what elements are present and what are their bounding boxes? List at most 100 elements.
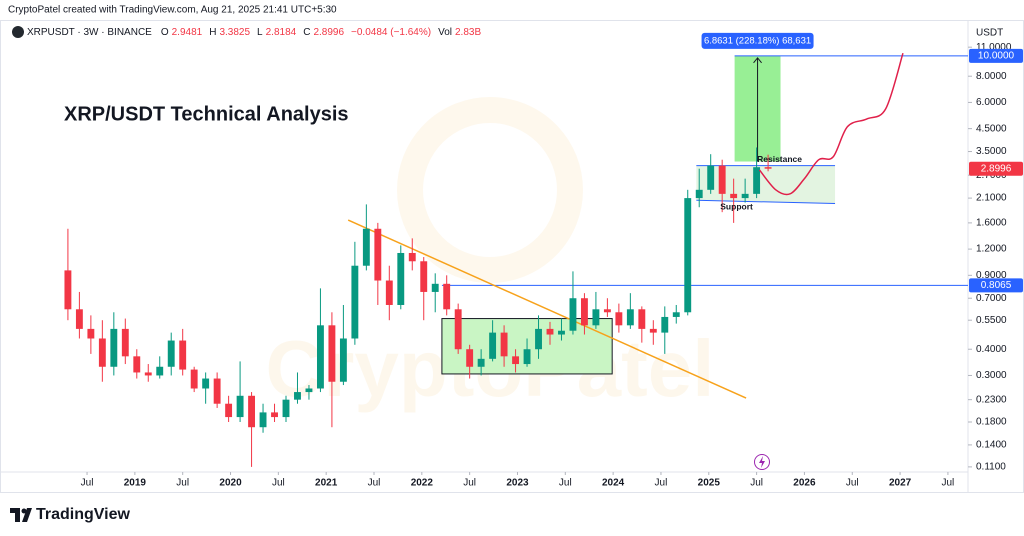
y-unit: USDT	[976, 28, 1003, 39]
x-tick-label: 2020	[219, 478, 242, 489]
y-tick-label: 2.1000	[976, 193, 1007, 204]
measure-label: 6.8631 (228.18%) 68,631	[704, 35, 811, 46]
chart-title: XRP/USDT Technical Analysis	[64, 103, 349, 125]
candle-body	[133, 356, 141, 373]
price-label-box	[969, 48, 1023, 63]
candle-body	[351, 265, 359, 339]
candle-body	[741, 193, 749, 199]
candle-body	[121, 328, 129, 357]
volume: 2.83B	[455, 26, 482, 38]
low-value: 2.8184	[265, 26, 297, 38]
candle-body	[558, 330, 565, 335]
projection-path	[758, 52, 904, 196]
candle-body	[443, 283, 451, 310]
x-tick-label: Jul	[81, 478, 94, 489]
candle-body	[374, 228, 382, 281]
brand-name: TradingView	[36, 506, 131, 523]
x-tick-label: Jul	[942, 478, 955, 489]
candle-body	[87, 328, 95, 339]
candle-body	[672, 312, 680, 317]
y-tick-label: 0.3000	[976, 370, 1007, 381]
candle-body	[684, 198, 692, 313]
y-tick-label: 1.6000	[976, 218, 1007, 229]
candle-body	[512, 356, 520, 365]
y-tick-label: 0.1400	[976, 440, 1007, 451]
current-price-box	[969, 161, 1023, 176]
candle-body	[649, 328, 657, 333]
y-tick-label: 3.5000	[976, 146, 1007, 157]
support-line	[696, 199, 836, 204]
candle-body	[225, 403, 233, 418]
candle-body	[213, 378, 221, 404]
candle-body	[477, 358, 485, 367]
candle-body	[397, 252, 405, 305]
candle-body	[615, 312, 623, 326]
candle-body	[271, 412, 278, 418]
volume-label: Vol	[438, 26, 452, 38]
candle-body	[695, 189, 703, 199]
candle-body	[236, 395, 244, 418]
y-tick-label: 6.0000	[976, 97, 1007, 108]
candle-body	[580, 298, 588, 326]
price-label-box	[969, 278, 1023, 293]
candle-body	[569, 298, 577, 331]
candle-body	[420, 261, 428, 292]
candle-body	[764, 167, 772, 169]
candle-body	[638, 309, 646, 329]
brand-logo	[10, 508, 32, 522]
candle-body	[753, 167, 761, 194]
x-tick-label: Jul	[176, 478, 189, 489]
candle-body	[500, 332, 508, 357]
candle-body	[707, 165, 715, 190]
current-price-label: 2.8996	[981, 163, 1012, 174]
y-tick-label: 0.4000	[976, 344, 1007, 355]
candle-body	[64, 270, 72, 310]
support-resistance-zone	[696, 165, 836, 204]
y-tick-label: 0.5500	[976, 315, 1007, 326]
top-note: CryptoPatel created with TradingView.com…	[8, 5, 337, 16]
candle-body	[259, 412, 267, 428]
candle-body	[362, 228, 370, 266]
trendline	[347, 219, 747, 399]
x-tick-label: Jul	[368, 478, 381, 489]
candle-body	[98, 338, 106, 367]
candle-body	[592, 309, 600, 326]
x-tick-label: 2019	[124, 478, 147, 489]
candle-body	[75, 309, 83, 329]
candle-body	[110, 328, 118, 367]
symbol-icon	[12, 26, 24, 38]
candle-body	[156, 366, 164, 376]
price-label: 0.8065	[981, 280, 1012, 291]
y-tick-label: 0.9000	[976, 270, 1007, 281]
x-tick-label: Jul	[655, 478, 668, 489]
x-tick-label: Jul	[272, 478, 285, 489]
candle-body	[535, 328, 542, 350]
x-tick-label: Jul	[463, 478, 476, 489]
candle-body	[282, 399, 290, 418]
candle-body	[431, 283, 439, 292]
candle-body	[489, 332, 497, 359]
close-label: C	[303, 26, 311, 38]
x-tick-label: 2025	[698, 478, 721, 489]
candle-body	[316, 325, 324, 389]
x-tick-label: 2021	[315, 478, 338, 489]
candle-body	[167, 340, 175, 367]
candle-body	[603, 309, 611, 313]
candle-body	[730, 193, 738, 199]
change: −0.0484 (−1.64%)	[351, 26, 432, 38]
y-tick-label: 0.1100	[976, 462, 1006, 473]
y-tick-label: 0.7000	[976, 293, 1007, 304]
open-value: 2.9481	[171, 26, 203, 38]
candle-body	[328, 325, 336, 382]
x-tick-label: Jul	[750, 478, 763, 489]
high-label: H	[209, 26, 217, 38]
candle-body	[626, 309, 634, 326]
candle-body	[523, 349, 531, 365]
watermark-logo	[397, 97, 583, 283]
low-label: L	[257, 26, 263, 38]
candle-body	[408, 252, 416, 262]
lightning-icon	[754, 454, 770, 470]
